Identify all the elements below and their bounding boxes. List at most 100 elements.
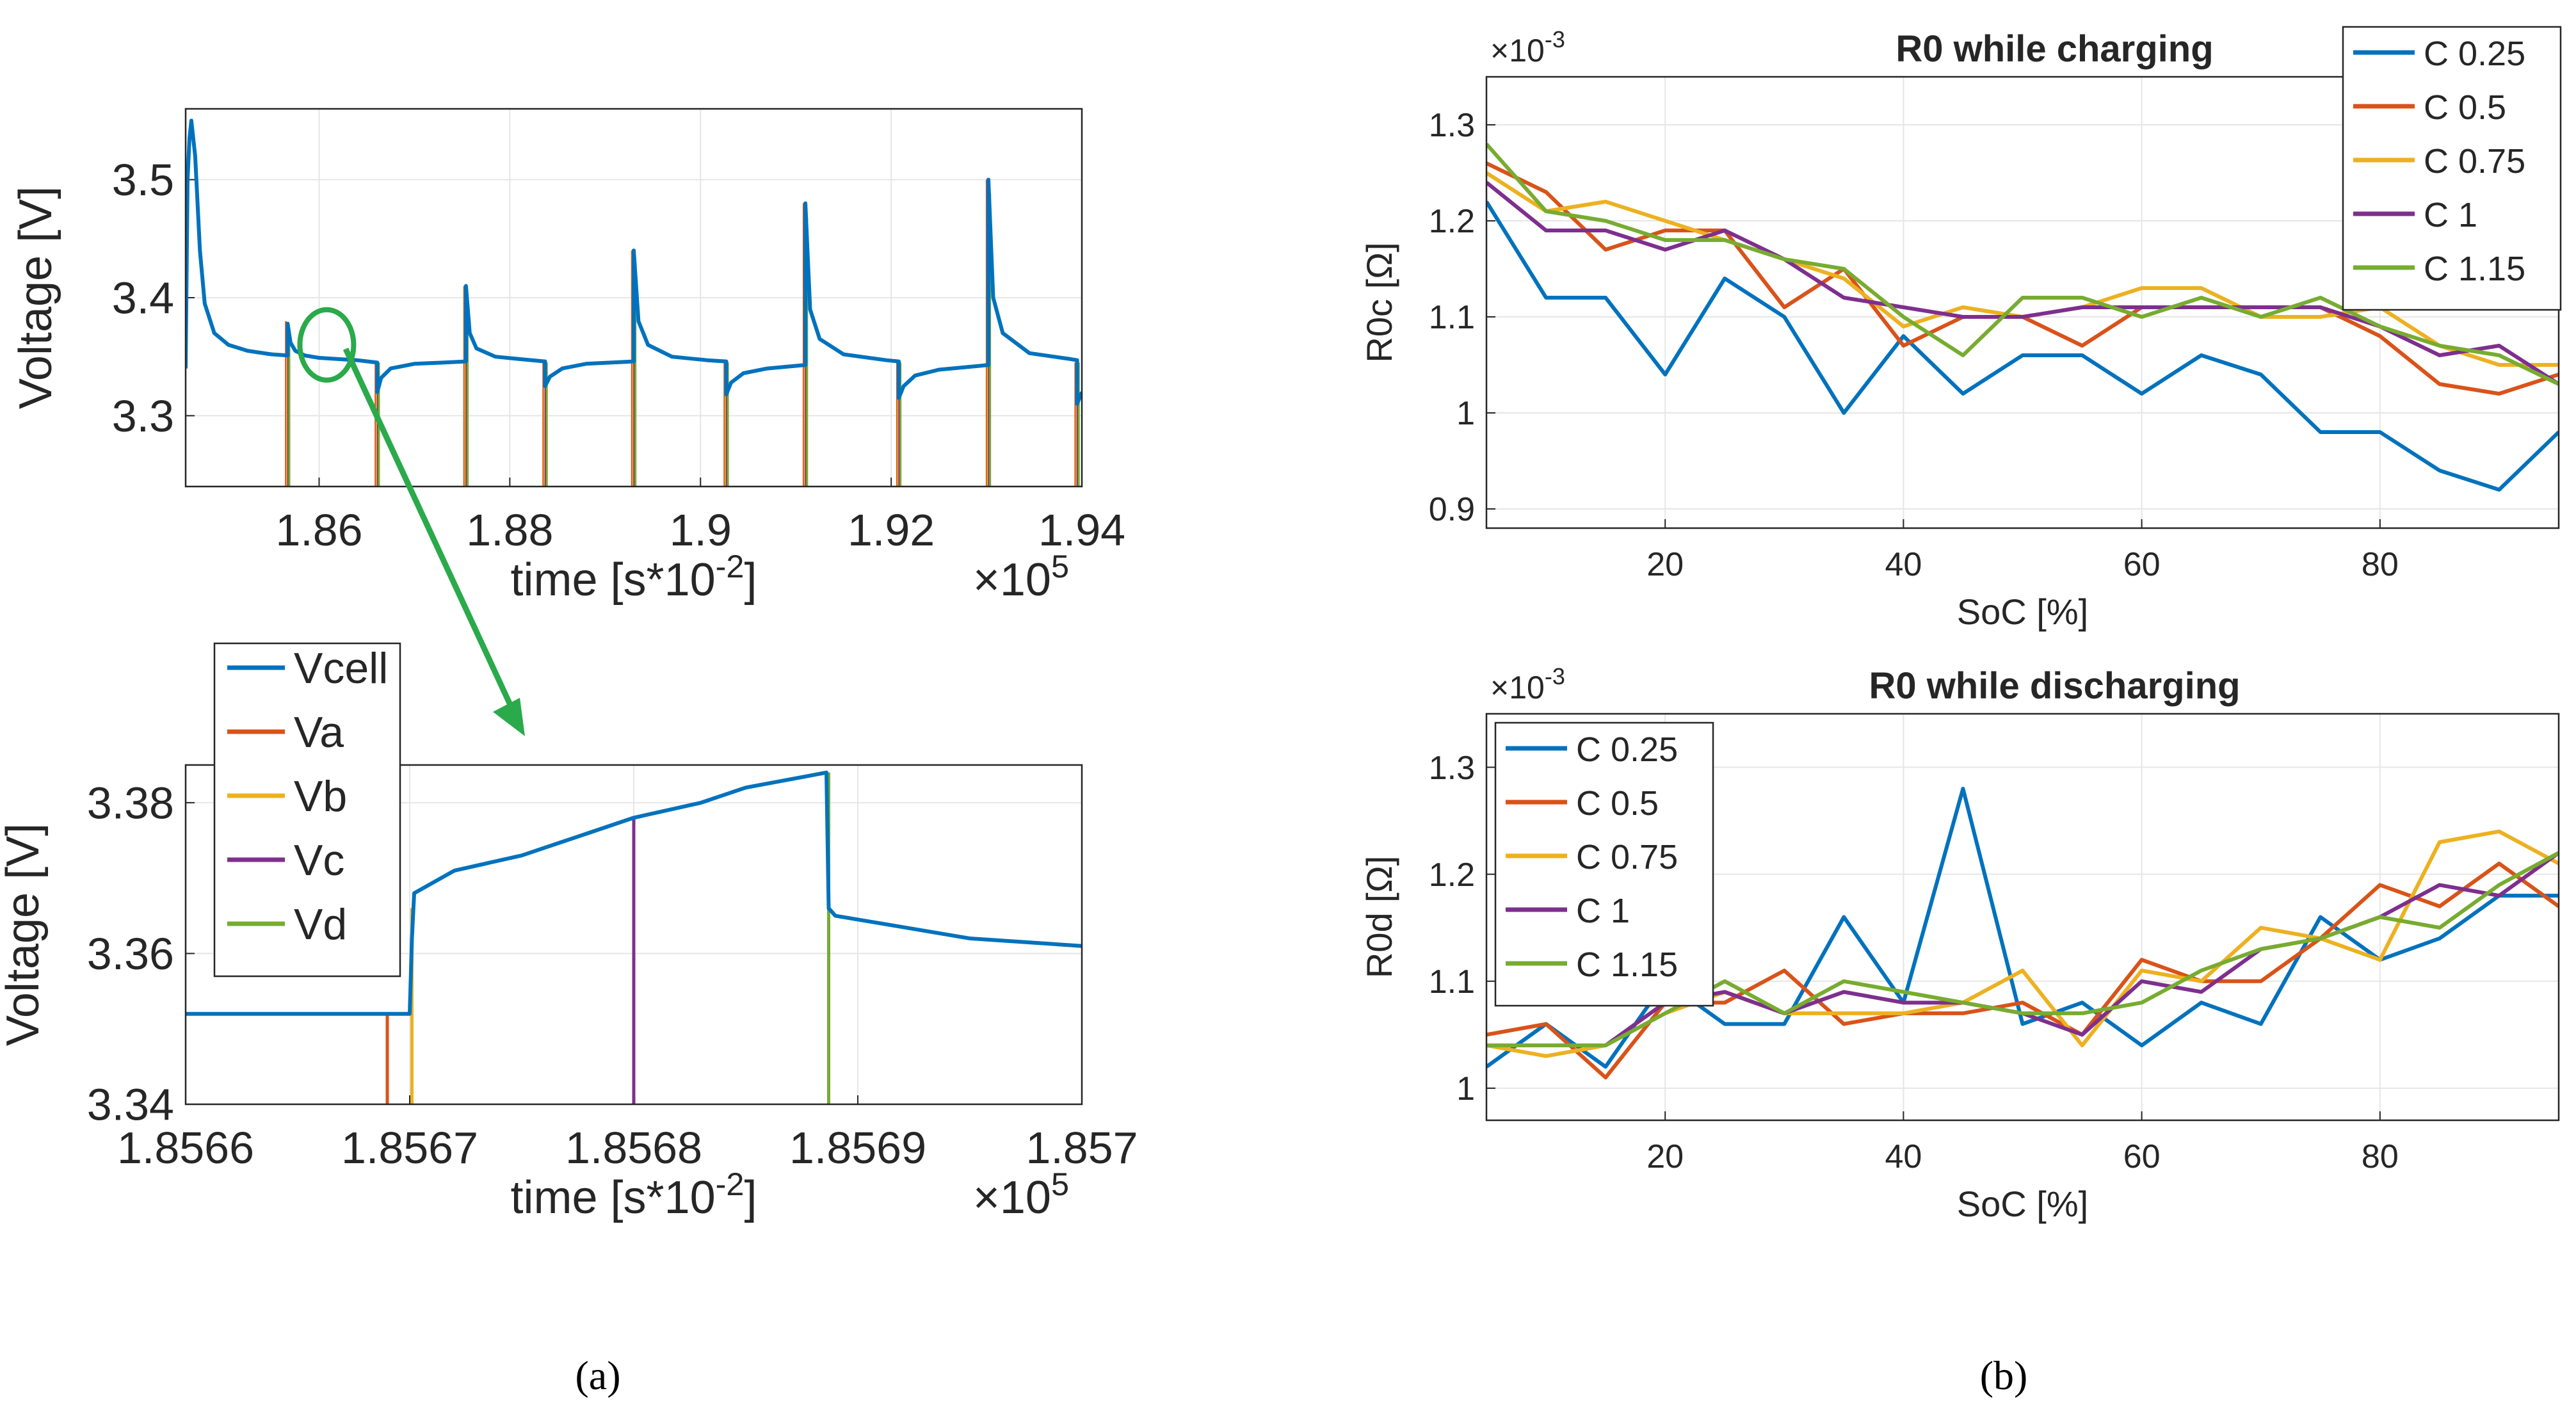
x-tick-label: 60 <box>2123 1138 2161 1175</box>
panel-b-label: (b) <box>1980 1353 2028 1398</box>
chart-title: R0 while discharging <box>1869 665 2240 707</box>
legend-label: Vb <box>294 772 347 821</box>
x-axis-label: time [s*10-2] <box>511 1166 757 1223</box>
chart-r0_charging: 20 40 60 80 0.9 1 1.1 1.2 1.3 R0 while charging ×1… <box>1359 26 2562 632</box>
y-multiplier-exp: -3 <box>1545 663 1565 689</box>
y-tick-label: 1 <box>1456 395 1475 432</box>
chart-voltage_overview: 1.86 1.88 1.9 1.92 1.94 3.3 3.4 3.5 Voltage [V] t… <box>10 108 1125 606</box>
x-axis-label: time [s*10-2] <box>511 548 757 606</box>
x-tick-label: 80 <box>2362 1138 2399 1175</box>
x-axis-label-tail: ] <box>744 1172 757 1223</box>
series-Vcell <box>186 118 1082 406</box>
y-tick-label: 1.1 <box>1429 963 1475 1001</box>
panel-a-label: (a) <box>575 1353 620 1398</box>
y-tick-label: 1.2 <box>1429 203 1475 240</box>
y-tick-label: 3.3 <box>112 391 174 441</box>
chart-voltage_zoom: 1.8566 1.8567 1.8568 1.8569 1.857 3.34 3.36 3.3… <box>0 642 1138 1223</box>
series-C-1.15 <box>1486 851 2559 1047</box>
legend-label: Vd <box>294 900 347 949</box>
legend-label: Va <box>294 708 344 757</box>
x-tick-label: 1.86 <box>275 505 362 555</box>
legend-box <box>213 642 401 978</box>
x-axis-label: SoC [%] <box>1957 592 2088 632</box>
y-multiplier-exp: -3 <box>1545 26 1565 52</box>
legend-label: C 1 <box>1576 892 1630 930</box>
zoom-arrowhead <box>493 698 525 736</box>
y-axis-label: Voltage [V] <box>0 823 49 1046</box>
y-tick-label: 0.9 <box>1429 491 1475 528</box>
zoom-ellipse <box>297 307 357 383</box>
y-tick-label: 1 <box>1456 1070 1475 1107</box>
x-axis-label-main: time [s*10 <box>511 554 716 606</box>
legend-label: C 0.5 <box>1576 784 1659 823</box>
x-tick-label: 1.8568 <box>565 1123 702 1173</box>
y-axis-label: R0d [Ω] <box>1359 856 1399 978</box>
y-multiplier-base: ×10 <box>1490 33 1545 68</box>
x-tick-label: 40 <box>1885 1138 1922 1175</box>
zoom-arrow <box>342 348 518 716</box>
x-tick-label: 1.88 <box>466 505 553 555</box>
legend-label: C 0.25 <box>2424 35 2525 73</box>
x-tick-label: 1.8569 <box>789 1123 926 1173</box>
x-tick-label: 1.8567 <box>341 1123 478 1173</box>
x-tick-label: 1.9 <box>670 505 732 555</box>
y-axis-label: Voltage [V] <box>10 186 61 409</box>
x-axis-label-main: time [s*10 <box>511 1172 716 1223</box>
y-tick-label: 1.3 <box>1429 750 1475 787</box>
axes-box <box>184 764 1083 1106</box>
x-multiplier-base: ×10 <box>973 1172 1051 1223</box>
series-C-0.25 <box>1486 200 2559 492</box>
x-multiplier-exp: 5 <box>1051 548 1069 584</box>
legend-label: C 0.75 <box>2424 142 2525 181</box>
x-axis-label-tail: ] <box>744 554 757 606</box>
x-tick-label: 1.92 <box>848 505 935 555</box>
series-layer <box>186 770 1082 1104</box>
x-axis-label-sup: -2 <box>716 1166 745 1202</box>
chart-title: R0 while charging <box>1896 28 2213 70</box>
x-axis-label-sup: -2 <box>716 548 745 584</box>
x-multiplier-exp: 5 <box>1051 1166 1069 1202</box>
legend-label: C 0.25 <box>1576 730 1678 769</box>
x-tick-label: 20 <box>1646 1138 1684 1175</box>
x-multiplier-base: ×10 <box>973 554 1051 606</box>
y-tick-label: 3.34 <box>87 1080 174 1130</box>
x-tick-label: 60 <box>2123 546 2161 583</box>
legend-label: C 1 <box>2424 196 2477 234</box>
series-layer <box>186 118 1082 487</box>
axes-box <box>184 108 1083 488</box>
y-axis-label: R0c [Ω] <box>1359 242 1399 362</box>
x-tick-label: 20 <box>1646 546 1684 583</box>
series-C-1.15 <box>1486 143 2559 386</box>
legend-label: Vc <box>294 836 344 885</box>
plots-layer: 1.86 1.88 1.9 1.92 1.94 3.3 3.4 3.5 Voltage [V] t… <box>0 26 2562 1224</box>
x-tick-label: 40 <box>1885 546 1922 583</box>
y-tick-label: 3.4 <box>112 273 174 323</box>
x-tick-label: 1.94 <box>1038 505 1125 555</box>
legend-box <box>1494 721 1714 1007</box>
y-multiplier: ×10-3 <box>1490 26 1565 68</box>
axes-box <box>1485 712 2560 1122</box>
x-tick-label: 80 <box>2362 546 2399 583</box>
x-tick-label: 1.8566 <box>117 1123 254 1173</box>
chart-r0_discharging: 20 40 60 80 1 1.1 1.2 1.3 R0 while discharging ×1… <box>1359 663 2560 1224</box>
x-multiplier: ×105 <box>973 1166 1069 1223</box>
y-tick-label: 3.38 <box>87 778 174 828</box>
x-tick-label: 1.857 <box>1026 1123 1138 1173</box>
legend-label: C 0.5 <box>2424 88 2506 127</box>
y-multiplier: ×10-3 <box>1490 663 1565 705</box>
legend-label: Vcell <box>294 644 388 693</box>
y-multiplier-base: ×10 <box>1490 670 1545 705</box>
y-tick-label: 3.5 <box>112 155 174 205</box>
x-multiplier: ×105 <box>973 548 1069 606</box>
y-tick-label: 1.1 <box>1429 299 1475 336</box>
series-Vcell <box>186 770 1082 1016</box>
y-tick-label: 1.2 <box>1429 857 1475 894</box>
legend-label: C 1.15 <box>1576 946 1678 984</box>
y-tick-label: 1.3 <box>1429 107 1475 144</box>
legend-box <box>2342 26 2562 311</box>
y-tick-label: 3.36 <box>87 929 174 979</box>
legend-label: C 0.75 <box>1576 838 1678 876</box>
legend-label: C 1.15 <box>2424 250 2525 288</box>
x-axis-label: SoC [%] <box>1957 1184 2088 1224</box>
